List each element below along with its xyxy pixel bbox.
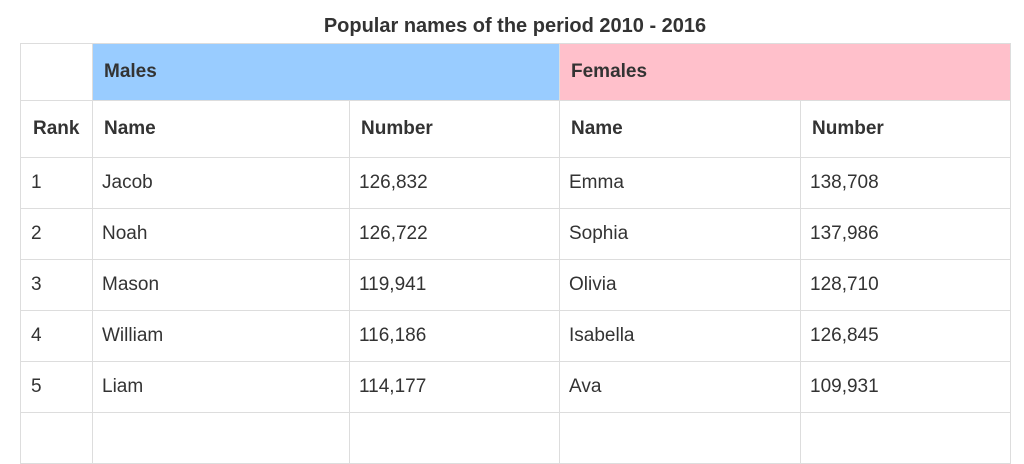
male-name-column-header: Name bbox=[92, 100, 350, 158]
column-header-row: Rank Name Number Name Number bbox=[20, 100, 1012, 158]
table-row: 2 Noah 126,722 Sophia 137,986 bbox=[20, 208, 1012, 260]
male-name-cell: Noah bbox=[92, 208, 350, 260]
male-number-cell: 116,186 bbox=[349, 310, 560, 362]
female-number-cell: 138,708 bbox=[799, 157, 1012, 209]
female-name-cell: Isabella bbox=[559, 310, 801, 362]
male-name-cell bbox=[92, 412, 350, 464]
female-number-cell: 137,986 bbox=[799, 208, 1012, 260]
table-row: 3 Mason 119,941 Olivia 128,710 bbox=[20, 259, 1012, 311]
group-header-row: Males Females bbox=[20, 43, 1012, 101]
male-number-cell: 126,722 bbox=[349, 208, 560, 260]
female-number-cell: 109,931 bbox=[799, 361, 1012, 413]
table-row: 5 Liam 114,177 Ava 109,931 bbox=[20, 361, 1012, 413]
empty-corner-cell bbox=[20, 43, 93, 101]
male-name-cell: William bbox=[92, 310, 350, 362]
female-number-cell bbox=[799, 412, 1012, 464]
female-name-cell bbox=[559, 412, 801, 464]
female-number-cell: 126,845 bbox=[799, 310, 1012, 362]
names-table: Males Females Rank Name Number Name Numb… bbox=[20, 43, 1012, 464]
male-number-cell: 119,941 bbox=[349, 259, 560, 311]
table-caption: Popular names of the period 2010 - 2016 bbox=[323, 15, 707, 37]
male-name-cell: Liam bbox=[92, 361, 350, 413]
male-name-cell: Mason bbox=[92, 259, 350, 311]
male-number-cell: 114,177 bbox=[349, 361, 560, 413]
table-row: 1 Jacob 126,832 Emma 138,708 bbox=[20, 157, 1012, 209]
rank-cell: 4 bbox=[20, 310, 93, 362]
male-name-cell: Jacob bbox=[92, 157, 350, 209]
male-number-column-header: Number bbox=[349, 100, 560, 158]
female-name-cell: Ava bbox=[559, 361, 801, 413]
female-number-column-header: Number bbox=[799, 100, 1012, 158]
female-name-cell: Olivia bbox=[559, 259, 801, 311]
male-number-cell: 126,832 bbox=[349, 157, 560, 209]
female-number-cell: 128,710 bbox=[799, 259, 1012, 311]
rank-cell: 3 bbox=[20, 259, 93, 311]
female-name-cell: Emma bbox=[559, 157, 801, 209]
males-group-header: Males bbox=[92, 43, 560, 101]
females-group-header: Females bbox=[558, 43, 1012, 101]
rank-column-header: Rank bbox=[20, 100, 93, 158]
table-row bbox=[20, 412, 1012, 464]
rank-cell: 5 bbox=[20, 361, 93, 413]
female-name-column-header: Name bbox=[559, 100, 801, 158]
table-row: 4 William 116,186 Isabella 126,845 bbox=[20, 310, 1012, 362]
rank-cell: 2 bbox=[20, 208, 93, 260]
male-number-cell bbox=[349, 412, 560, 464]
female-name-cell: Sophia bbox=[559, 208, 801, 260]
rank-cell bbox=[20, 412, 93, 464]
rank-cell: 1 bbox=[20, 157, 93, 209]
